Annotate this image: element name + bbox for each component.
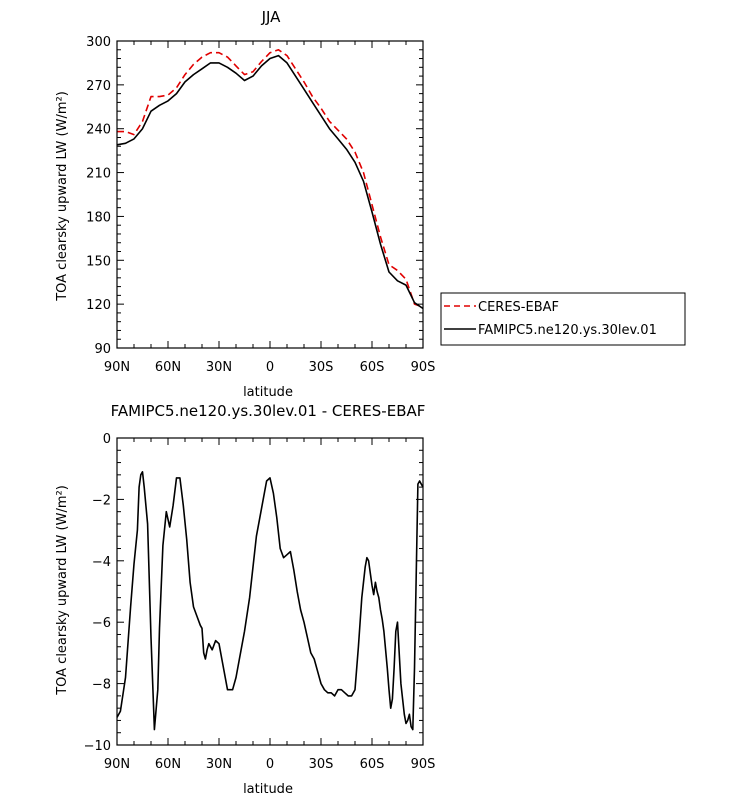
bottom-ytick-label: −10 [84,739,111,754]
bottom-ytick-label: −6 [92,616,111,631]
top-xtick-label: 30N [206,360,232,375]
bottom-chart-xlabel: latitude [243,782,293,797]
top-chart-title: JJA [261,8,282,26]
bottom-xtick-label: 90S [411,757,436,772]
legend: CERES-EBAF FAMIPC5.ne120.ys.30lev.01 [440,292,686,346]
bottom-xtick-label: 60S [360,757,385,772]
top-ytick-label: 90 [94,342,111,357]
bottom-xtick-label: 90N [104,757,130,772]
top-xtick-label: 60N [155,360,181,375]
top-chart-xlabel: latitude [243,385,293,400]
top-chart: JJA 90 120 150 180 210 240 270 300 90N 60N 30N 0 30S… [55,8,435,400]
top-xtick-label: 90N [104,360,130,375]
bottom-ytick-label: −2 [92,493,111,508]
legend-box [440,292,686,346]
bottom-chart-ylabel: TOA clearsky upward LW (W/m²) [55,485,70,696]
top-xtick-label: 60S [360,360,385,375]
bottom-xtick-label: 30N [206,757,232,772]
top-ytick-label: 210 [86,167,111,182]
bottom-xtick-label: 0 [266,757,274,772]
top-ytick-label: 120 [86,298,111,313]
top-ytick-label: 240 [86,123,111,138]
bottom-xtick-label: 30S [309,757,334,772]
bottom-ytick-label: 0 [103,432,111,447]
top-series-line-0 [117,48,424,308]
bottom-ytick-label: −4 [92,555,111,570]
top-xtick-label: 90S [411,360,436,375]
top-ytick-label: 270 [86,79,111,94]
legend-label-famipc5: FAMIPC5.ne120.ys.30lev.01 [478,323,657,338]
top-plot-frame [116,40,424,349]
top-ytick-label: 180 [86,210,111,225]
bottom-ytick-label: −8 [92,678,111,693]
top-xtick-label: 0 [266,360,274,375]
top-ytick-label: 150 [86,254,111,269]
bottom-xtick-label: 60N [155,757,181,772]
top-xtick-label: 30S [309,360,334,375]
bottom-series-line-0 [116,470,424,731]
top-series-line-1 [116,54,424,310]
legend-label-ceres: CERES-EBAF [478,300,559,315]
top-chart-ylabel: TOA clearsky upward LW (W/m²) [55,91,70,302]
bottom-chart: FAMIPC5.ne120.ys.30lev.01 - CERES-EBAF −… [55,402,435,797]
bottom-chart-title: FAMIPC5.ne120.ys.30lev.01 - CERES-EBAF [111,402,426,420]
top-ytick-label: 300 [86,35,111,50]
